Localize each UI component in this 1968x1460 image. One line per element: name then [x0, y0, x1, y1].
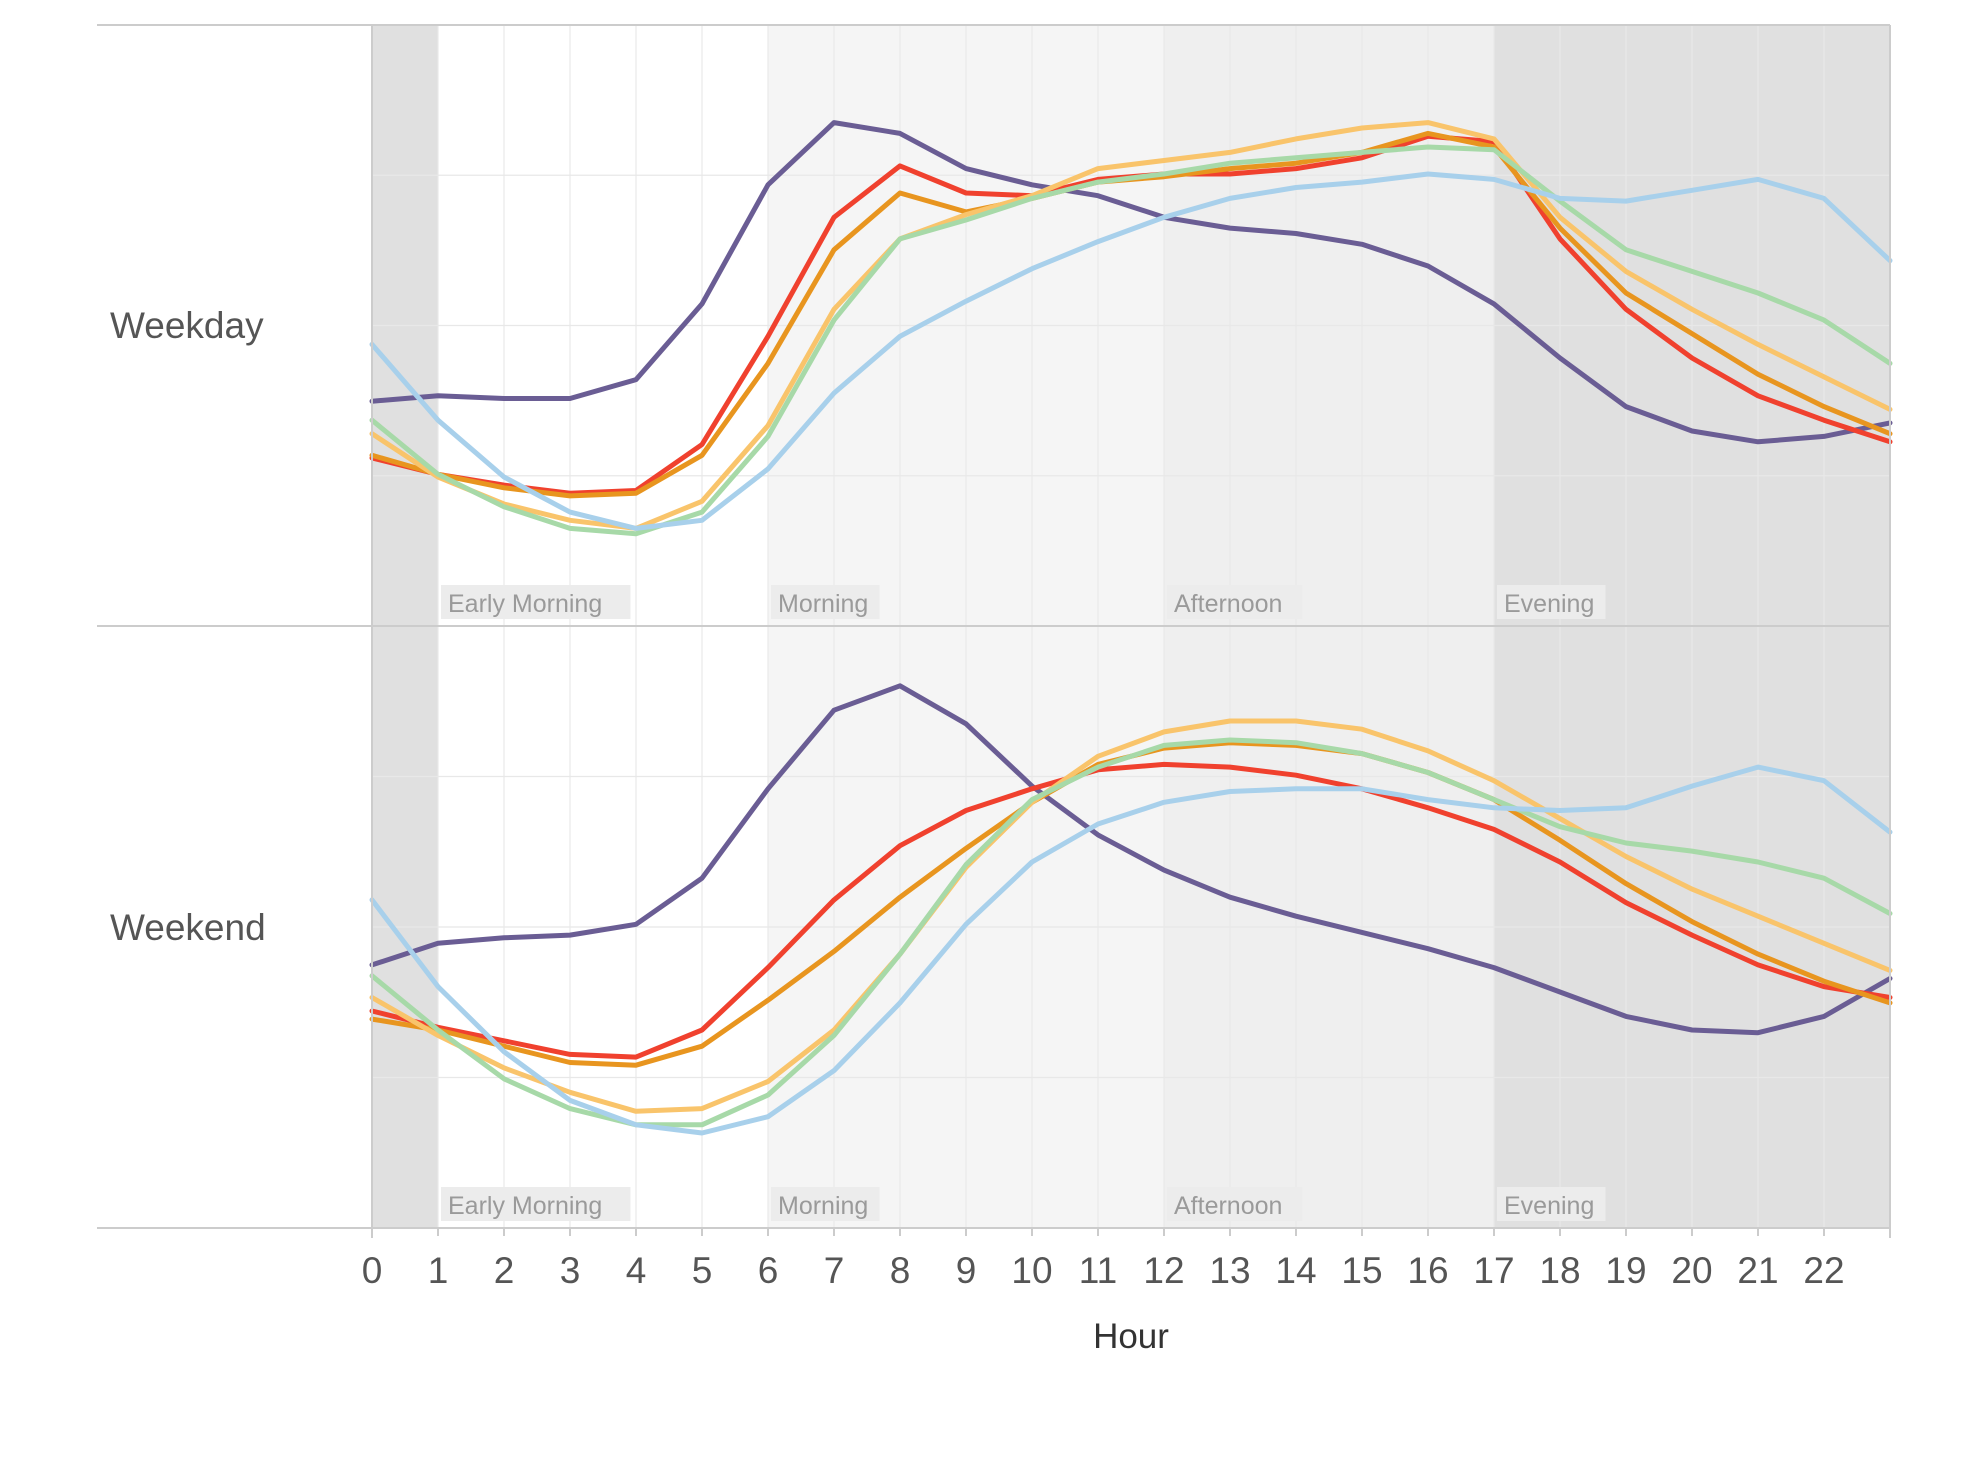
period-label-early-morning: Early Morning: [448, 1192, 602, 1220]
x-tick-label: 1: [428, 1250, 449, 1291]
period-label-box: [1497, 585, 1606, 619]
x-tick-label: 2: [494, 1250, 515, 1291]
x-tick-label: 14: [1275, 1250, 1316, 1291]
period-label-early-morning: Early Morning: [448, 590, 602, 618]
x-tick-label: 17: [1473, 1250, 1514, 1291]
x-tick-label: 16: [1407, 1250, 1448, 1291]
period-label-box: [1167, 585, 1303, 619]
grid-lines: [371, 25, 1891, 1228]
x-tick-label: 20: [1671, 1250, 1712, 1291]
period-label-box: [441, 585, 631, 619]
period-label-box: [1167, 1187, 1303, 1221]
period-label-box: [441, 1187, 631, 1221]
x-tick-label: 3: [560, 1250, 581, 1291]
period-label-evening: Evening: [1504, 1192, 1594, 1220]
x-tick-label: 0: [362, 1250, 383, 1291]
series-line-purple-weekday: [369, 120, 1893, 445]
series-line-green-weekday: [369, 144, 1893, 537]
series-line-blue-weekend: [369, 764, 1893, 1136]
panel-label-weekend: Weekend: [110, 907, 266, 948]
x-tick-label: 4: [626, 1250, 647, 1291]
x-tick-label: 11: [1079, 1250, 1117, 1291]
x-tick-label: 12: [1143, 1250, 1184, 1291]
period-label-box: [1497, 1187, 1606, 1221]
period-labels: Early Morning Morning Afternoon Evening Earl…: [441, 585, 1606, 1221]
period-label-afternoon: Afternoon: [1174, 590, 1282, 618]
series-line-blue-weekday: [369, 171, 1893, 531]
x-tick-label: 10: [1011, 1250, 1052, 1291]
x-tick-label: 21: [1737, 1250, 1778, 1291]
x-tick-label: 8: [890, 1250, 911, 1291]
series-line-red-weekend: [369, 761, 1893, 1060]
x-tick-label: 19: [1605, 1250, 1646, 1291]
series-lines: [369, 120, 1893, 1136]
x-tick-label: 18: [1539, 1250, 1580, 1291]
x-axis-title: Hour: [1093, 1317, 1169, 1356]
period-label-morning: Morning: [778, 590, 868, 618]
x-tick-label: 7: [824, 1250, 845, 1291]
panel-label-weekday: Weekday: [110, 305, 264, 346]
period-label-morning: Morning: [778, 1192, 868, 1220]
period-label-box: [771, 1187, 880, 1221]
period-label-evening: Evening: [1504, 590, 1594, 618]
x-tick-label: 15: [1341, 1250, 1382, 1291]
panel-frame: [97, 24, 1891, 1238]
x-tick-label: 13: [1209, 1250, 1250, 1291]
x-tick-label: 9: [956, 1250, 977, 1291]
series-line-purple-weekend: [369, 683, 1893, 1036]
x-tick-label: 5: [692, 1250, 713, 1291]
period-label-box: [771, 585, 880, 619]
period-label-afternoon: Afternoon: [1174, 1192, 1282, 1220]
x-tick-label: 6: [758, 1250, 779, 1291]
x-axis: 0 1 2 3 4 5 6 7 8 9 10 11 12 13 14 15 16 17 18 19 20 21 22: [362, 1228, 1845, 1291]
x-tick-label: 22: [1803, 1250, 1844, 1291]
series-line-yellow-weekend: [369, 718, 1893, 1114]
